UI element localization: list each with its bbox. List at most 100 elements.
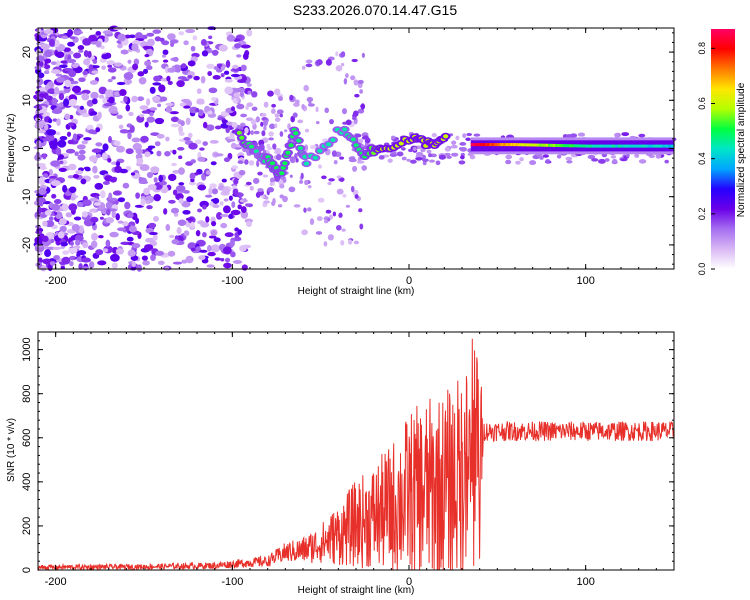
- spectrogram-blob: [36, 197, 46, 203]
- colorbar-ticks: 0.0 0.2 0.4 0.6 0.8: [697, 42, 715, 275]
- spectrogram-blob: [82, 199, 92, 207]
- tone-segment: [476, 143, 479, 147]
- spectrogram-blob: [91, 70, 99, 74]
- tone-segment: [504, 143, 507, 147]
- spectrogram-blob: [165, 105, 173, 113]
- spectrogram-blob: [352, 110, 359, 117]
- spectrogram-blob: [232, 260, 243, 264]
- spectrogram-blob: [146, 38, 155, 47]
- spectrogram-blob: [131, 95, 138, 103]
- spectrogram-blob: [361, 165, 368, 171]
- spectrogram-blob: [233, 178, 239, 185]
- spectrogram-blob: [180, 63, 187, 69]
- spectrogram-blob: [238, 192, 242, 199]
- spectrogram-blob: [123, 72, 134, 80]
- spectrogram-blob: [68, 203, 78, 212]
- spectrogram-blob: [73, 30, 84, 35]
- tone-segment: [562, 144, 565, 148]
- tone-segment: [644, 144, 649, 148]
- tone-segment: [615, 144, 619, 148]
- spectrogram-blob: [40, 43, 50, 50]
- spectrogram-blob: [186, 196, 194, 203]
- spectrogram-blob: [144, 60, 152, 67]
- tone-segment: [573, 144, 577, 148]
- spectrogram-blob: [218, 44, 228, 52]
- spectrogram-blob: [142, 45, 152, 50]
- spectrogram-blob: [98, 94, 105, 99]
- spectrogram-blob: [181, 200, 191, 208]
- snr-series-line: [37, 338, 675, 572]
- tone-segment: [600, 144, 604, 148]
- spectrogram-blob: [140, 135, 149, 143]
- spectrogram-blob: [305, 59, 313, 64]
- spectrogram-blob: [101, 65, 106, 70]
- spectrogram-blob: [250, 130, 254, 135]
- spectrogram-blob: [135, 192, 140, 199]
- spectrogram-blob: [171, 162, 177, 167]
- spectrogram-blob: [117, 43, 123, 49]
- spectrogram-blob: [68, 70, 77, 78]
- tone-segment: [548, 143, 551, 147]
- spectrogram-blob: [356, 160, 365, 164]
- spectrogram-blob: [267, 90, 274, 97]
- spectrogram-blob: [229, 239, 235, 247]
- spectrogram-blob: [67, 139, 75, 145]
- spectrogram-blob: [237, 204, 242, 210]
- spectrogram-blob: [315, 120, 320, 125]
- spectrogram-blob: [438, 154, 447, 160]
- spectrogram-blob: [362, 135, 369, 140]
- spectrogram-blob: [202, 121, 208, 129]
- spectrogram-blob: [451, 140, 457, 145]
- spectrogram-blob: [197, 156, 206, 162]
- spectrogram-blob: [351, 58, 358, 63]
- spectrogram-blob: [257, 188, 264, 192]
- spectrogram-feature-core: [330, 138, 336, 142]
- tone-segment: [482, 143, 485, 147]
- spectrogram-blob: [139, 114, 145, 118]
- spectrogram-blob: [82, 70, 89, 76]
- spectrogram-blob: [235, 87, 246, 93]
- spectrogram-blob: [53, 86, 60, 95]
- spectrogram-blob: [111, 210, 117, 218]
- spectrogram-blob: [205, 170, 211, 175]
- spectrogram-blob: [144, 54, 150, 58]
- spectrogram-blob: [66, 58, 77, 64]
- spectrogram-blob: [91, 98, 98, 105]
- spectrogram-feature-core: [317, 148, 323, 153]
- spectrogram-blob: [638, 159, 647, 164]
- spectrogram-blob: [177, 219, 187, 226]
- spectrogram-blob: [359, 223, 364, 230]
- spectrogram-blob: [415, 157, 423, 161]
- spectrogram-blob: [90, 216, 99, 223]
- spectrogram-blob: [100, 45, 105, 50]
- x-tick-label: -100: [221, 275, 243, 287]
- spectrogram-blob: [111, 262, 118, 269]
- spectrogram-blob: [336, 188, 344, 195]
- spectrogram-blob: [122, 221, 129, 227]
- spectrogram-blob: [165, 102, 174, 106]
- tone-segment: [656, 144, 660, 148]
- spectrogram-blob: [245, 117, 254, 122]
- spectrogram-blob: [185, 255, 194, 264]
- tone-segment: [533, 143, 537, 147]
- x-tick-label: 100: [576, 275, 594, 287]
- spectrogram-blob: [166, 75, 171, 82]
- spectrogram-blob: [342, 193, 347, 198]
- spectrogram-blob: [117, 197, 126, 203]
- y-tick-label: 0: [21, 145, 33, 151]
- spectrogram-blob: [183, 136, 191, 141]
- spectrogram-blob: [64, 113, 71, 120]
- spectrogram-blob: [37, 72, 45, 79]
- spectrogram-features: [234, 125, 451, 178]
- spectrogram-blob: [350, 185, 355, 193]
- spectrogram-blob: [226, 138, 236, 142]
- colorbar-tick-label: 0.2: [697, 208, 707, 221]
- spectrogram-blob: [214, 125, 222, 130]
- spectrogram-blob: [178, 182, 185, 186]
- spectrogram-blob: [220, 123, 229, 129]
- spectrogram-blob: [176, 227, 182, 235]
- spectrogram-blob: [45, 83, 51, 91]
- spectrogram-blob: [54, 39, 60, 48]
- spectrogram-blob: [158, 174, 164, 183]
- spectrogram-blob: [75, 170, 83, 175]
